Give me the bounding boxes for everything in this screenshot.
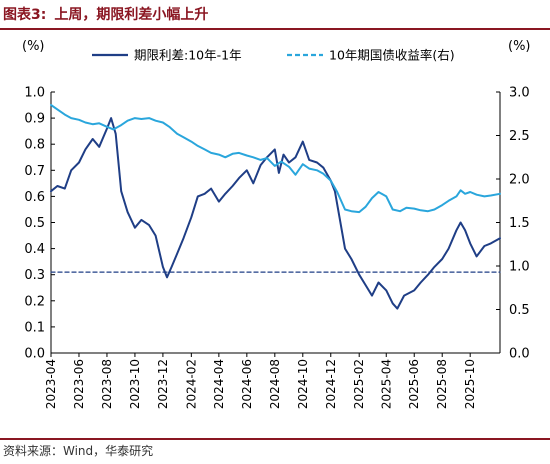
source-note: 资料来源：Wind，华泰研究: [3, 444, 154, 458]
series-line-term-spread: [50, 117, 501, 310]
header-rule: [0, 28, 550, 30]
x-tick-label: 2024-08: [268, 359, 282, 409]
left-tick-label: 0.7: [24, 164, 45, 179]
series-line-10y-yield: [50, 104, 501, 214]
x-tick-label: 2023-12: [156, 359, 170, 409]
figure-title: 图表3: 上周，期限利差小幅上升: [3, 4, 208, 26]
left-tick-label: 0.4: [24, 242, 45, 257]
right-tick-label: 0.0: [509, 347, 530, 362]
x-tick-label: 2025-10: [463, 359, 477, 409]
legend: 期限利差:10年-1年 10年期国债收益率(右): [92, 48, 455, 63]
footer-rule: [0, 438, 550, 440]
left-tick-label: 0.5: [24, 216, 45, 231]
left-tick-label: 0.8: [24, 138, 45, 153]
x-tick-label: 2024-12: [324, 359, 338, 409]
x-tick-label: 2023-06: [72, 359, 86, 409]
right-tick-label: 1.0: [509, 260, 530, 275]
x-tick-label: 2025-02: [352, 359, 366, 409]
legend-label: 期限利差:10年-1年: [134, 48, 242, 63]
x-tick-label: 2023-10: [128, 359, 142, 409]
figure-label: 图表3:: [3, 7, 47, 23]
x-tick-label: 2025-06: [407, 359, 421, 409]
right-axis-unit: (%): [508, 39, 531, 54]
right-tick-label: 2.0: [509, 173, 530, 188]
x-tick-label: 2024-04: [212, 359, 226, 409]
left-tick-label: 0.0: [24, 347, 45, 362]
x-tick-label: 2024-10: [296, 359, 310, 409]
right-tick-label: 1.5: [509, 216, 530, 231]
figure-title-text: 上周，期限利差小幅上升: [54, 7, 209, 23]
x-tick-label: 2024-02: [184, 359, 198, 409]
legend-item-term-spread: 期限利差:10年-1年: [92, 48, 242, 63]
left-tick-label: 0.3: [24, 268, 45, 283]
left-axis-unit: (%): [22, 39, 45, 54]
left-tick-label: 0.2: [24, 294, 45, 309]
left-tick-label: 0.1: [24, 320, 45, 335]
axes: 0.0 0.1 0.2 0.3 0.4 0.5 0.6 0.7 0.8 0.9 1.0 (%) 0.0 0…: [22, 39, 531, 409]
right-tick-label: 3.0: [509, 86, 530, 101]
series-lines: [50, 104, 501, 310]
legend-item-10y-yield: 10年期国债收益率(右): [287, 48, 455, 63]
x-tick-label: 2025-08: [435, 359, 449, 409]
x-tick-label: 2023-04: [44, 359, 58, 409]
x-tick-label: 2023-08: [100, 359, 114, 409]
left-tick-label: 0.9: [24, 112, 45, 127]
right-tick-label: 0.5: [509, 303, 530, 318]
right-tick-label: 2.5: [509, 129, 530, 144]
x-tick-label: 2024-06: [240, 359, 254, 409]
left-tick-label: 0.6: [24, 190, 45, 205]
legend-label: 10年期国债收益率(右): [329, 48, 455, 63]
x-tick-label: 2025-04: [379, 359, 393, 409]
left-tick-label: 1.0: [24, 86, 45, 101]
